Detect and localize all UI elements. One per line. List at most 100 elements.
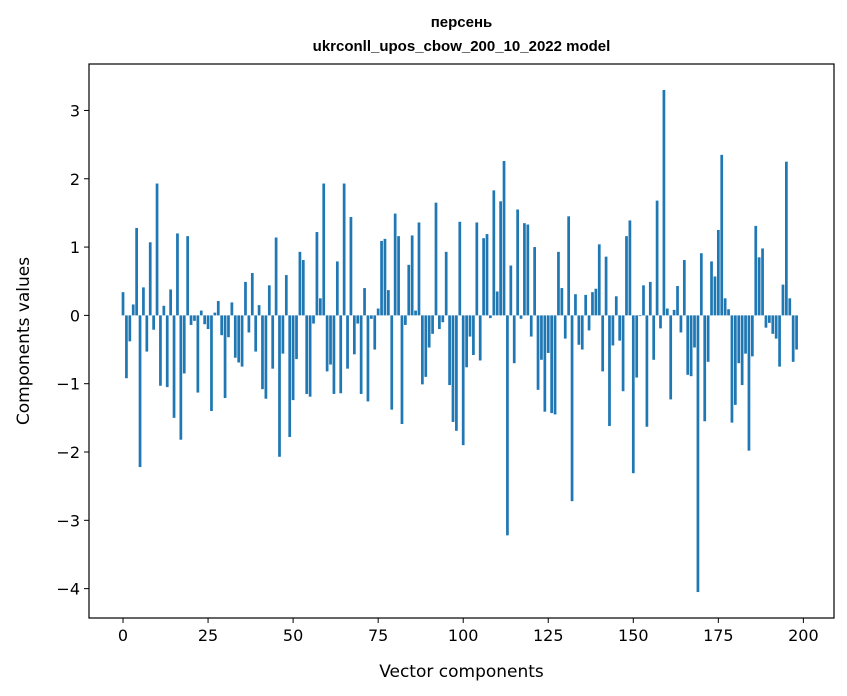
bar xyxy=(591,292,594,316)
x-tick-label: 50 xyxy=(283,626,303,645)
bar xyxy=(315,232,319,316)
bar xyxy=(366,315,370,402)
bar xyxy=(774,315,778,339)
bar xyxy=(492,190,496,316)
bar xyxy=(250,273,254,316)
chart-title-line-2: ukrconll_upos_cbow_200_10_2022 model xyxy=(313,38,611,55)
bar xyxy=(438,315,441,330)
bar xyxy=(349,217,353,316)
bar xyxy=(720,154,724,316)
bar xyxy=(335,261,339,316)
bar xyxy=(179,315,183,440)
bar xyxy=(781,284,785,316)
bar xyxy=(710,261,713,316)
x-tick-label: 150 xyxy=(618,626,649,645)
bar xyxy=(220,315,224,336)
bar xyxy=(125,315,128,379)
bar xyxy=(519,315,523,319)
bar xyxy=(281,315,285,354)
bar xyxy=(404,315,407,325)
bar xyxy=(193,315,196,321)
bar xyxy=(516,209,519,316)
bar xyxy=(785,161,788,316)
bar xyxy=(506,315,509,536)
bar xyxy=(533,247,536,316)
chart-title-line-1: персень xyxy=(431,14,493,31)
bar xyxy=(172,315,176,418)
bar xyxy=(730,315,734,423)
y-axis-label: Components values xyxy=(14,257,34,425)
bar xyxy=(312,315,315,324)
bar xyxy=(223,315,227,399)
bar xyxy=(131,304,135,316)
x-tick-label: 100 xyxy=(448,626,479,645)
bar xyxy=(213,312,217,316)
bar xyxy=(121,292,125,316)
bar xyxy=(686,315,690,375)
bar xyxy=(424,315,428,377)
bar xyxy=(387,290,390,316)
bar xyxy=(237,315,241,363)
bar xyxy=(604,256,608,316)
plot-area-frame xyxy=(88,63,835,619)
bar xyxy=(431,315,434,334)
x-axis-ticks: 0 25 50 75 100 125 150 175 200 xyxy=(118,618,819,645)
bar xyxy=(611,315,615,346)
y-axis-ticks: −4 −3 −2 −1 0 1 2 3 xyxy=(56,101,89,599)
bar xyxy=(652,315,656,360)
bar xyxy=(233,315,237,358)
bar xyxy=(301,260,305,316)
bar xyxy=(444,251,448,316)
bar xyxy=(642,285,645,316)
bar xyxy=(512,315,516,364)
bar xyxy=(182,315,186,374)
y-tick-label: −2 xyxy=(56,443,80,462)
bar xyxy=(727,309,730,316)
bar xyxy=(682,260,686,316)
bar xyxy=(414,310,417,316)
bar xyxy=(128,315,132,342)
bar xyxy=(689,315,693,377)
bar xyxy=(142,287,145,316)
bar xyxy=(339,315,343,394)
bar xyxy=(186,236,190,316)
bar xyxy=(747,315,751,451)
bar xyxy=(247,315,251,333)
bar xyxy=(417,222,421,316)
bar xyxy=(322,183,326,316)
bar xyxy=(475,222,479,316)
y-tick-label: 2 xyxy=(70,170,80,189)
bar xyxy=(284,275,288,316)
bar xyxy=(648,281,652,316)
bar xyxy=(199,310,203,316)
bar xyxy=(152,315,155,330)
bar xyxy=(397,236,400,316)
bar xyxy=(169,289,172,316)
bar xyxy=(189,315,193,325)
bar xyxy=(584,294,588,316)
bar xyxy=(696,315,700,593)
bar xyxy=(369,315,373,319)
y-tick-label: −3 xyxy=(56,511,80,530)
bar xyxy=(451,315,455,422)
bar xyxy=(271,315,275,369)
bar xyxy=(264,315,268,399)
bar xyxy=(540,315,543,360)
bar xyxy=(499,201,502,316)
bar xyxy=(472,315,475,355)
x-tick-label: 75 xyxy=(368,626,388,645)
bar xyxy=(383,238,387,316)
bar xyxy=(631,315,635,474)
bar xyxy=(597,244,601,316)
y-tick-label: 1 xyxy=(70,238,80,257)
bar xyxy=(771,315,775,334)
bar xyxy=(509,265,513,316)
bar xyxy=(676,286,679,316)
bar xyxy=(427,315,431,348)
bar xyxy=(468,315,472,337)
bar xyxy=(502,161,506,316)
bar xyxy=(737,315,741,364)
bar xyxy=(635,315,639,378)
bar xyxy=(523,223,526,316)
